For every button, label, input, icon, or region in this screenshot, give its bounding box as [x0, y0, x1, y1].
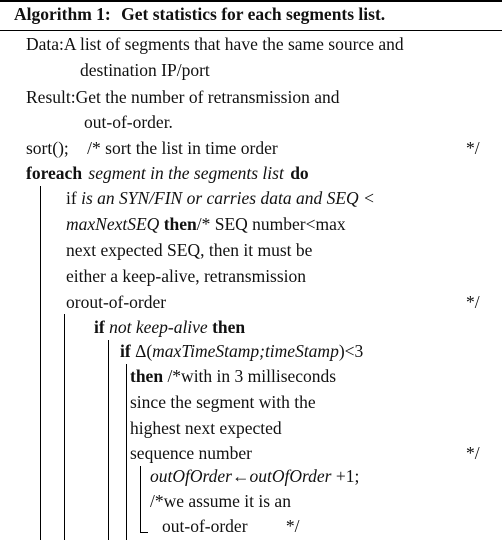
- data-label: Data:: [26, 34, 64, 54]
- if3-rest: )<3: [338, 341, 364, 361]
- if1-comment-2: next expected SEQ, then it must be: [66, 240, 313, 260]
- data-line-2: destination IP/port: [80, 60, 210, 80]
- assign-comment-2: out-of-order */: [162, 516, 300, 536]
- if3-keyword: if: [120, 341, 131, 361]
- do-keyword: do: [290, 163, 309, 183]
- if1-block-bar: [64, 314, 65, 540]
- if3-comment-2: since the segment with the: [130, 392, 316, 412]
- if2-keyword: if: [94, 317, 105, 337]
- data-line-1: Data:A list of segments that have the sa…: [26, 34, 404, 54]
- result-line-2: out-of-order.: [84, 112, 173, 132]
- assign-arrow: ←: [232, 466, 250, 486]
- if2-line: if not keep-alive then: [94, 317, 246, 337]
- sort-comment-end: */: [466, 138, 480, 158]
- foreach-condition: segment in the segments list: [88, 163, 284, 183]
- if3-then-keyword: then: [130, 366, 164, 386]
- algorithm-caption: Algorithm 1: Get statistics for each seg…: [14, 4, 386, 24]
- if3-comment-4: sequence number: [130, 443, 252, 463]
- then-block-bar: [140, 466, 141, 532]
- if1-comment-3: either a keep-alive, retransmission: [66, 266, 307, 286]
- sort-line: sort(); /* sort the list in time order: [26, 138, 278, 158]
- assign-lhs: outOfOrder: [150, 466, 232, 486]
- if1-comment-4: orout-of-order: [66, 292, 167, 312]
- result-label: Result:: [26, 87, 76, 107]
- assign-comment-1: /*we assume it is an: [150, 491, 291, 511]
- if2-block-bar: [108, 340, 109, 540]
- assign-line: outOfOrder←outOfOrder +1;: [150, 466, 360, 486]
- if1-keyword: if: [66, 188, 77, 208]
- caption-title: Get statistics for each segments list.: [121, 4, 386, 24]
- if1-comment-end: */: [466, 292, 480, 312]
- if3-comment-end: */: [466, 443, 480, 463]
- assign-rhs: outOfOrder: [249, 466, 332, 486]
- sort-comment: /* sort the list in time order: [87, 138, 278, 158]
- result-text-1: Get the number of retransmission and: [75, 87, 340, 107]
- if3-then-line: then /*with in 3 milliseconds: [130, 366, 337, 386]
- assign-comment-2-text: out-of-order: [162, 516, 248, 536]
- sort-call: sort();: [26, 138, 69, 158]
- foreach-block-bar: [40, 186, 41, 540]
- if1-line-2: maxNextSEQ then/* SEQ number<max: [66, 214, 346, 234]
- if1-condition-1: is an SYN/FIN or carries data and SEQ <: [81, 188, 375, 208]
- if1-comment-1: /* SEQ number<max: [196, 214, 346, 234]
- assign-comment-end: */: [285, 516, 300, 536]
- caption-rule: [0, 30, 502, 31]
- top-rule: [0, 0, 502, 2]
- result-line-1: Result:Get the number of retransmission …: [26, 87, 340, 107]
- assign-tail: +1;: [331, 466, 360, 486]
- if1-then-keyword: then: [163, 214, 197, 234]
- if3-args: maxTimeStamp;timeStamp: [152, 341, 339, 361]
- caption-label: Algorithm 1:: [14, 4, 111, 24]
- if3-block-bar: [126, 364, 127, 540]
- data-text-1: A list of segments that have the same so…: [63, 34, 404, 54]
- if1-condition-2: maxNextSEQ: [66, 214, 160, 234]
- if1-line-1: if is an SYN/FIN or carries data and SEQ…: [66, 188, 375, 208]
- then-block-end: [140, 532, 148, 533]
- foreach-line: foreach segment in the segments list do: [26, 163, 309, 183]
- if3-delta: Δ(: [135, 341, 153, 361]
- if3-line: if Δ(maxTimeStamp;timeStamp)<3: [120, 341, 364, 361]
- if2-condition: not keep-alive: [109, 317, 208, 337]
- if3-comment-1: /*with in 3 milliseconds: [167, 366, 337, 386]
- if2-then-keyword: then: [212, 317, 246, 337]
- if3-comment-3: highest next expected: [130, 418, 282, 438]
- foreach-keyword: foreach: [26, 163, 83, 183]
